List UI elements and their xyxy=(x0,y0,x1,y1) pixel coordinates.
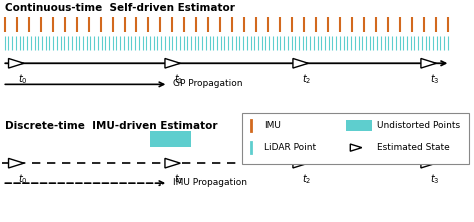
Text: $t_1$: $t_1$ xyxy=(174,72,184,86)
Text: $t_0$: $t_0$ xyxy=(18,72,27,86)
Text: $t_1$: $t_1$ xyxy=(174,172,184,186)
Text: IMU: IMU xyxy=(264,121,282,130)
Text: Undistorted Points: Undistorted Points xyxy=(377,121,460,130)
Text: $t_3$: $t_3$ xyxy=(430,72,440,86)
FancyBboxPatch shape xyxy=(279,131,319,147)
Polygon shape xyxy=(350,144,362,151)
Polygon shape xyxy=(9,58,24,68)
Text: IMU Propagation: IMU Propagation xyxy=(173,178,247,186)
Polygon shape xyxy=(293,58,308,68)
FancyBboxPatch shape xyxy=(242,113,469,164)
Text: $t_2$: $t_2$ xyxy=(302,172,312,186)
Text: Estimated State: Estimated State xyxy=(377,143,449,152)
FancyBboxPatch shape xyxy=(407,131,447,147)
Polygon shape xyxy=(293,158,308,168)
Text: Continuous-time  Self-driven Estimator: Continuous-time Self-driven Estimator xyxy=(5,3,235,13)
Text: $t_3$: $t_3$ xyxy=(430,172,440,186)
Text: Discrete-time  IMU-driven Estimator: Discrete-time IMU-driven Estimator xyxy=(5,121,217,131)
FancyBboxPatch shape xyxy=(151,131,191,147)
Text: $t_0$: $t_0$ xyxy=(18,172,27,186)
Polygon shape xyxy=(421,58,436,68)
Text: LiDAR Point: LiDAR Point xyxy=(264,143,317,152)
Text: $t_2$: $t_2$ xyxy=(302,72,312,86)
Text: GP Propagation: GP Propagation xyxy=(173,79,243,88)
FancyBboxPatch shape xyxy=(346,120,372,131)
Polygon shape xyxy=(9,158,24,168)
Polygon shape xyxy=(165,158,180,168)
Polygon shape xyxy=(421,158,436,168)
Polygon shape xyxy=(165,58,180,68)
